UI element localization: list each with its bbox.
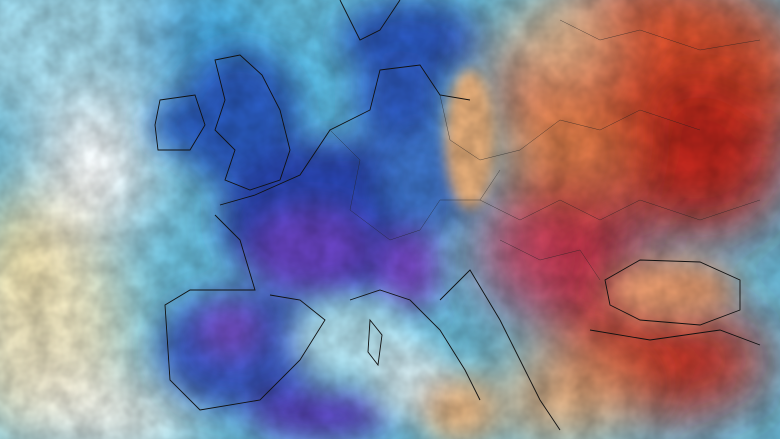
borders: [329, 19, 761, 281]
coastlines: [154, 0, 761, 431]
